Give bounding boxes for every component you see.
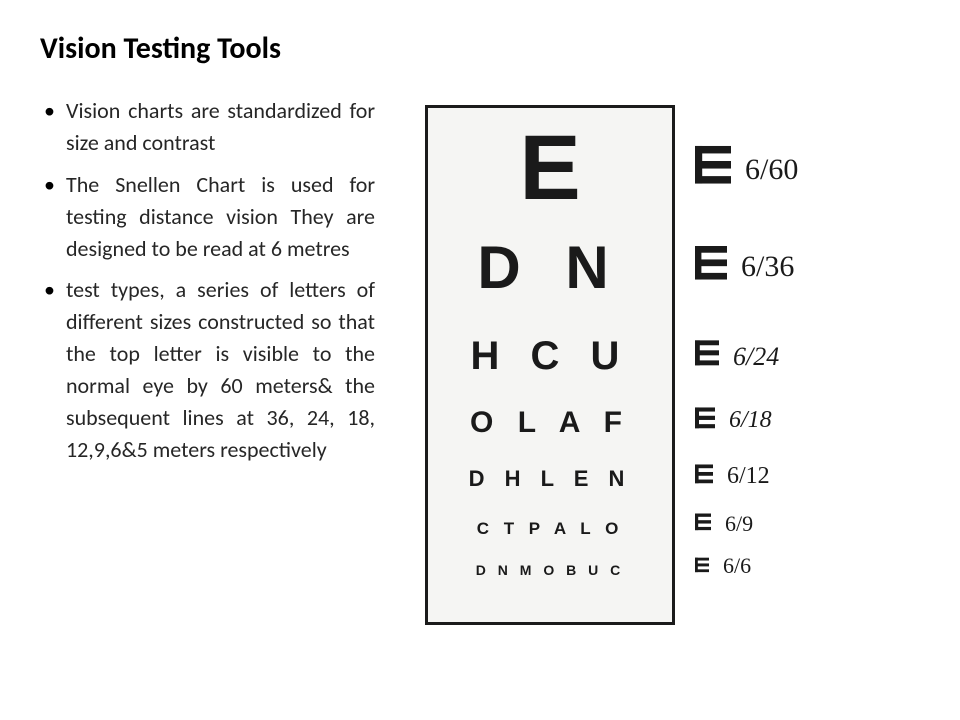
acuity-annotation-0: 6/60 — [695, 147, 798, 192]
annotation-column: 6/60 6/36 6/24 6/18 6/12 6/9 6/6 — [695, 105, 955, 625]
chart-column: E D N H C U O L A F D H L E N C T P A L O D N … — [405, 95, 920, 635]
page-title: Vision Testing Tools — [40, 30, 920, 67]
content-columns: Vision charts are standardized for size … — [40, 95, 920, 635]
tumbling-e-icon — [695, 407, 715, 434]
text-column: Vision charts are standardized for size … — [40, 95, 375, 476]
tumbling-e-icon — [695, 557, 709, 575]
acuity-annotation-6: 6/6 — [695, 553, 751, 579]
list-item: Vision charts are standardized for size … — [66, 95, 375, 159]
slide: Vision Testing Tools Vision charts are s… — [0, 0, 960, 720]
snellen-row-0: E — [428, 122, 672, 214]
acuity-annotation-5: 6/9 — [695, 511, 753, 537]
tumbling-e-icon — [695, 513, 711, 535]
acuity-annotation-2: 6/24 — [695, 341, 779, 372]
tumbling-e-icon — [695, 146, 731, 193]
list-item: test types, a series of letters of diffe… — [66, 274, 375, 465]
bullet-list: Vision charts are standardized for size … — [40, 95, 375, 466]
snellen-chart: E D N H C U O L A F D H L E N C T P A L O D N … — [425, 105, 675, 625]
tumbling-e-icon — [695, 464, 713, 488]
acuity-annotation-1: 6/36 — [695, 247, 794, 287]
snellen-row-1: D N — [428, 238, 672, 298]
tumbling-e-icon — [695, 340, 719, 373]
snellen-row-2: H C U — [428, 336, 672, 376]
acuity-label: 6/9 — [725, 511, 753, 537]
snellen-row-4: D H L E N — [428, 468, 672, 490]
list-item: The Snellen Chart is used for testing di… — [66, 169, 375, 265]
acuity-label: 6/60 — [745, 153, 798, 187]
snellen-row-6: D N M O B U C — [428, 563, 672, 577]
acuity-label: 6/18 — [729, 407, 772, 434]
acuity-annotation-4: 6/12 — [695, 463, 770, 490]
acuity-label: 6/24 — [733, 342, 779, 372]
acuity-label: 6/12 — [727, 463, 770, 490]
snellen-row-3: O L A F — [428, 408, 672, 438]
acuity-label: 6/6 — [723, 553, 751, 579]
acuity-label: 6/36 — [741, 250, 794, 284]
snellen-row-5: C T P A L O — [428, 520, 672, 537]
tumbling-e-icon — [695, 246, 727, 288]
acuity-annotation-3: 6/18 — [695, 407, 772, 434]
